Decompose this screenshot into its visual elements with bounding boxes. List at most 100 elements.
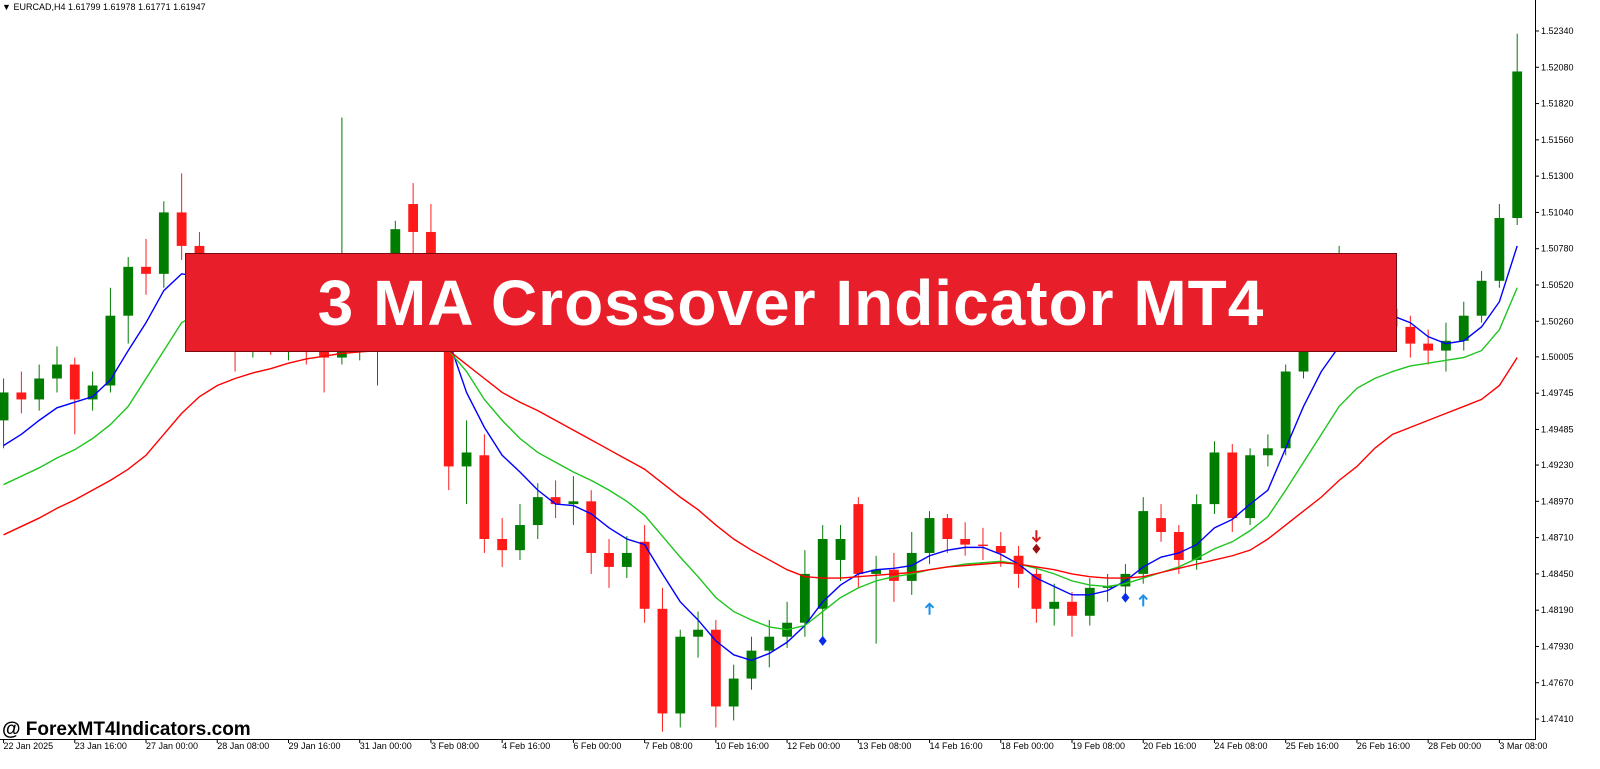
candle-body <box>158 212 169 274</box>
x-tick-label: 18 Feb 00:00 <box>1001 741 1054 751</box>
quote: 1.61799 1.61978 1.61771 1.61947 <box>67 2 206 12</box>
x-tick-label: 12 Feb 00:00 <box>787 741 840 751</box>
x-tick-label: 19 Feb 08:00 <box>1072 741 1125 751</box>
y-tick-label: 1.48450 <box>1541 569 1574 579</box>
candle-body <box>1441 340 1451 351</box>
x-tick-label: 4 Feb 16:00 <box>502 741 550 751</box>
y-tick-label: 1.50780 <box>1541 244 1574 254</box>
candle-body <box>1102 586 1113 588</box>
watermark: @ ForexMT4Indicators.com <box>2 719 251 740</box>
candle-body <box>1049 601 1060 609</box>
candle-body <box>799 573 810 623</box>
candle-body <box>1173 532 1184 560</box>
signal-diamond <box>818 635 827 646</box>
x-tick-label: 25 Feb 16:00 <box>1286 741 1339 751</box>
candle-body <box>604 552 614 567</box>
x-tick-label: 23 Jan 16:00 <box>75 741 127 751</box>
x-tick-label: 20 Feb 16:00 <box>1143 741 1196 751</box>
candle-body <box>1209 452 1220 505</box>
candle-body <box>621 552 632 567</box>
y-tick-label: 1.51820 <box>1541 99 1574 109</box>
y-tick-label: 1.51300 <box>1541 171 1574 181</box>
y-tick-label: 1.50005 <box>1541 352 1574 362</box>
candle-body <box>1494 218 1505 281</box>
x-tick-label: 13 Feb 08:00 <box>858 741 911 751</box>
candle-body <box>995 545 1006 553</box>
y-tick-label: 1.48190 <box>1541 605 1574 615</box>
candle-body <box>871 569 882 574</box>
x-tick-label: 29 Jan 16:00 <box>288 741 340 751</box>
candle-body <box>675 636 686 714</box>
y-tick-label: 1.49745 <box>1541 388 1574 398</box>
candle-body <box>924 518 935 553</box>
candle-body <box>550 497 561 505</box>
candle-body <box>515 525 525 551</box>
y-tick-label: 1.52340 <box>1541 26 1574 36</box>
candle-body <box>889 569 899 581</box>
candle-body <box>1423 343 1434 351</box>
x-tick-label: 14 Feb 16:00 <box>930 741 983 751</box>
x-tick-label: 26 Feb 16:00 <box>1357 741 1410 751</box>
candle-body <box>123 266 134 316</box>
x-tick-label: 6 Feb 00:00 <box>573 741 621 751</box>
y-tick-label: 1.48710 <box>1541 533 1574 543</box>
candle-body <box>657 608 668 714</box>
candle-body <box>586 501 597 553</box>
candle-body <box>942 518 953 540</box>
candle-body <box>105 315 116 386</box>
candle-body <box>479 455 490 540</box>
candle-body <box>141 266 151 274</box>
symbol: EURCAD,H4 <box>13 2 66 12</box>
candle-body <box>443 343 454 467</box>
candle-body <box>960 539 971 545</box>
chart-title: 3 MA Crossover Indicator MT4 <box>317 266 1265 339</box>
candle-body <box>1084 587 1095 616</box>
y-tick-label: 1.47670 <box>1541 678 1574 688</box>
candle-body <box>34 378 45 400</box>
x-tick-label: 31 Jan 00:00 <box>360 741 412 751</box>
candle-body <box>16 392 27 400</box>
x-tick-label: 22 Jan 2025 <box>4 741 54 751</box>
candle-body <box>817 539 828 609</box>
y-tick-label: 1.47410 <box>1541 714 1574 724</box>
candle-body <box>461 452 472 467</box>
x-tick-label: 27 Jan 00:00 <box>146 741 198 751</box>
x-tick-label: 3 Mar 08:00 <box>1499 741 1547 751</box>
candle-body <box>408 204 419 232</box>
y-tick-label: 1.52080 <box>1541 62 1574 72</box>
candle-body <box>1405 326 1416 344</box>
candle-body <box>176 212 187 246</box>
candle-body <box>1280 371 1291 449</box>
candle-body <box>532 497 543 526</box>
signal-arrow-up <box>1138 593 1148 607</box>
signal-arrow-up <box>924 602 935 615</box>
candle-body <box>497 539 508 551</box>
candle-body <box>710 629 721 707</box>
candle-body <box>1458 315 1469 341</box>
candle-body <box>853 504 864 574</box>
title-banner: 3 MA Crossover Indicator MT4 <box>185 253 1397 352</box>
y-tick-label: 1.51040 <box>1541 207 1574 217</box>
x-tick-label: 28 Jan 08:00 <box>217 741 269 751</box>
y-tick-label: 1.49485 <box>1541 424 1574 434</box>
symbol-header: ▼ EURCAD,H4 1.61799 1.61978 1.61771 1.61… <box>2 2 206 12</box>
x-tick-label: 3 Feb 08:00 <box>431 741 479 751</box>
candle-body <box>978 544 988 546</box>
candle-body <box>1191 504 1202 560</box>
candle-body <box>764 636 775 651</box>
x-tick-label: 7 Feb 08:00 <box>645 741 693 751</box>
candle-body <box>1512 71 1523 219</box>
signal-diamond <box>1121 592 1130 603</box>
candle-body <box>568 501 579 505</box>
y-tick-label: 1.47930 <box>1541 641 1574 651</box>
candle-body <box>728 678 739 707</box>
candle-body <box>835 539 846 560</box>
y-tick-label: 1.50520 <box>1541 280 1574 290</box>
candle-body <box>52 364 62 379</box>
candle-body <box>1262 448 1273 456</box>
candle-body <box>693 629 703 637</box>
x-tick-label: 10 Feb 16:00 <box>716 741 769 751</box>
x-tick-label: 28 Feb 00:00 <box>1428 741 1481 751</box>
